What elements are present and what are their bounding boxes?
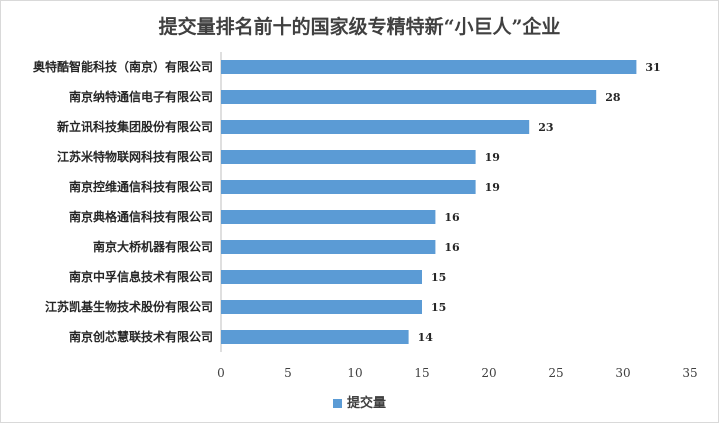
- category-label: 南京控维通信科技有限公司: [69, 179, 213, 194]
- bar: [221, 60, 637, 74]
- data-label: 15: [431, 301, 446, 314]
- category-label: 奥特酷智能科技（南京）有限公司: [33, 59, 213, 74]
- chart-title: 提交量排名前十的国家级专精特新“小巨人”企业: [158, 16, 561, 38]
- x-tick-label: 10: [347, 366, 362, 380]
- category-label: 南京创芯慧联技术有限公司: [69, 329, 213, 344]
- bar: [221, 270, 422, 284]
- bar: [221, 150, 476, 164]
- category-label: 江苏凯基生物技术股份有限公司: [45, 299, 213, 314]
- data-label: 28: [605, 91, 621, 104]
- data-label: 19: [485, 151, 500, 164]
- x-tick-label: 20: [481, 366, 496, 380]
- x-tick-label: 25: [548, 366, 563, 380]
- x-tick-label: 5: [284, 366, 292, 380]
- data-label: 14: [418, 331, 434, 344]
- bar: [221, 330, 409, 344]
- bar: [221, 90, 597, 104]
- x-tick-label: 0: [217, 366, 225, 380]
- category-label: 南京大桥机器有限公司: [93, 239, 213, 254]
- category-label: 南京中孚信息技术有限公司: [69, 269, 213, 284]
- data-label: 16: [444, 241, 460, 254]
- data-label: 15: [431, 271, 446, 284]
- data-label: 19: [485, 181, 500, 194]
- bar: [221, 210, 436, 224]
- x-tick-label: 35: [682, 366, 697, 380]
- category-label: 江苏米特物联网科技有限公司: [57, 149, 213, 164]
- bar: [221, 240, 436, 254]
- category-label: 南京纳特通信电子有限公司: [69, 89, 213, 104]
- data-label: 16: [444, 211, 460, 224]
- x-tick-label: 30: [615, 366, 630, 380]
- bar: [221, 300, 422, 314]
- bar: [221, 180, 476, 194]
- legend-label: 提交量: [346, 396, 386, 411]
- category-label: 新立讯科技集团股份有限公司: [57, 119, 213, 134]
- data-label: 31: [645, 61, 660, 74]
- x-tick-label: 15: [414, 366, 429, 380]
- bar: [221, 120, 530, 134]
- legend: 提交量: [0, 392, 719, 411]
- legend-swatch: [332, 399, 342, 408]
- category-label: 南京典格通信科技有限公司: [69, 209, 213, 224]
- data-label: 23: [538, 121, 553, 134]
